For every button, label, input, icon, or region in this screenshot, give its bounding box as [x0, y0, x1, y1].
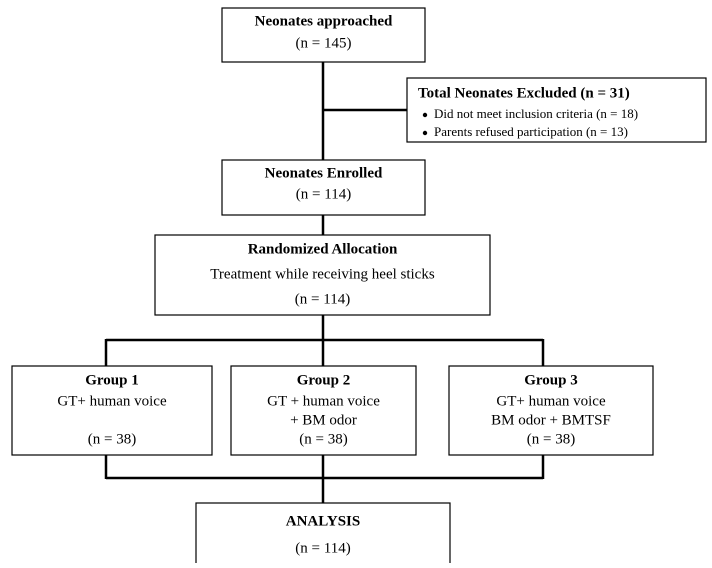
bullet — [422, 130, 428, 136]
node-line: + BM odor — [290, 412, 357, 428]
node-title: Randomized Allocation — [248, 241, 398, 257]
node-line: (n = 114) — [295, 291, 350, 307]
node-box — [448, 365, 654, 456]
node-line: (n = 38) — [88, 431, 136, 447]
node-box — [221, 159, 426, 216]
exclusion-bullet: Parents refused participation (n = 13) — [434, 124, 628, 139]
node-title: Neonates approached — [255, 13, 393, 29]
node-line: GT + human voice — [267, 393, 380, 409]
node-box — [230, 365, 417, 456]
node-line: (n = 38) — [299, 431, 347, 447]
connectors — [104, 62, 545, 503]
node-line: (n = 38) — [527, 431, 575, 447]
node-title: Neonates Enrolled — [265, 165, 383, 181]
node-line: BM odor + BMTSF — [491, 412, 611, 428]
node-line: GT+ human voice — [57, 393, 167, 409]
bullet — [422, 112, 428, 118]
node-title: Group 3 — [524, 372, 578, 388]
node-line: GT+ human voice — [496, 393, 606, 409]
exclusion-title: Total Neonates Excluded (n = 31) — [418, 85, 630, 101]
exclusion-bullet: Did not meet inclusion criteria (n = 18) — [434, 106, 638, 121]
exclusion-box — [406, 77, 707, 143]
node-title: ANALYSIS — [286, 513, 360, 529]
node-line: (n = 145) — [296, 35, 352, 51]
node-box — [11, 365, 213, 456]
node-title: Group 1 — [85, 372, 139, 388]
node-line: (n = 114) — [295, 540, 350, 556]
node-box — [154, 234, 491, 316]
node-line: (n = 114) — [296, 186, 351, 202]
node-title: Group 2 — [297, 372, 351, 388]
node-box — [221, 7, 426, 63]
node-line: Treatment while receiving heel sticks — [210, 266, 435, 282]
node-box — [195, 502, 451, 568]
